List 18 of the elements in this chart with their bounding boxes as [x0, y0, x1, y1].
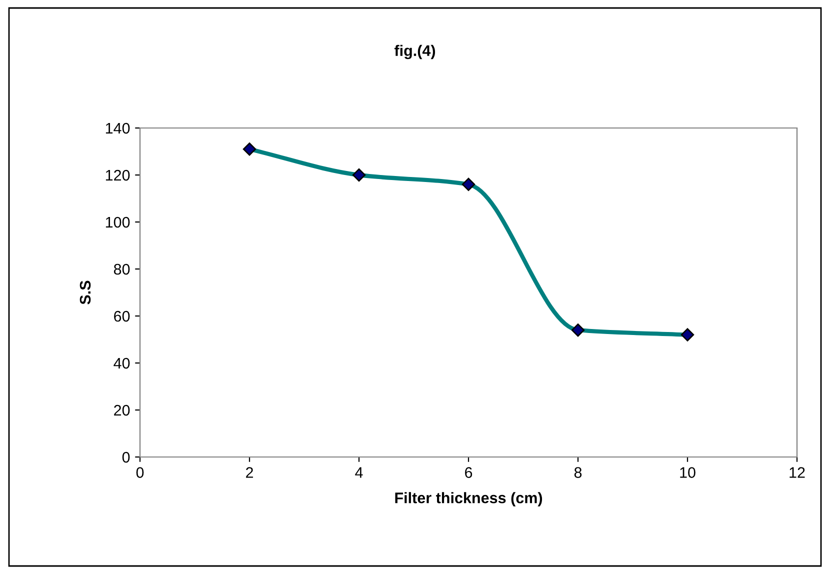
x-tick-label: 8 [574, 467, 582, 478]
x-axis-title: Filter thickness (cm) [395, 492, 542, 506]
y-tick-label: 100 [106, 216, 130, 228]
y-tick-label: 140 [106, 122, 130, 134]
y-tick-label: 20 [114, 404, 130, 416]
chart-title: fig.(4) [394, 44, 436, 60]
x-tick-label: 4 [355, 467, 363, 478]
x-tick-label: 12 [790, 467, 805, 478]
x-tick-label: 10 [680, 467, 696, 478]
y-tick-label: 60 [114, 310, 130, 322]
y-tick-label: 40 [114, 358, 130, 369]
x-tick-label: 0 [136, 467, 144, 478]
x-tick-label: 6 [465, 467, 472, 478]
y-tick-label: 120 [106, 170, 130, 181]
y-tick-label: 0 [122, 452, 130, 463]
y-axis-title: S.S [80, 280, 91, 304]
y-tick-label: 80 [114, 264, 130, 275]
x-tick-label: 2 [246, 467, 253, 478]
